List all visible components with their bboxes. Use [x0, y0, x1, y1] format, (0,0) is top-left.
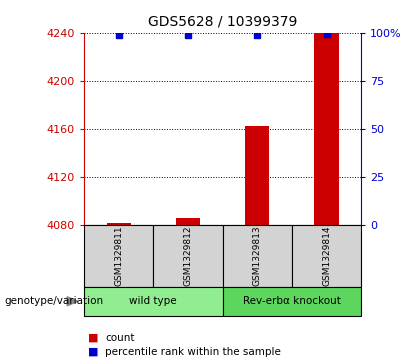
Bar — [176, 218, 200, 225]
Title: GDS5628 / 10399379: GDS5628 / 10399379 — [148, 15, 297, 29]
Text: Rev-erbα knockout: Rev-erbα knockout — [243, 296, 341, 306]
Text: genotype/variation: genotype/variation — [4, 296, 103, 306]
Text: GSM1329814: GSM1329814 — [322, 226, 331, 286]
Bar — [315, 33, 339, 225]
Bar — [107, 223, 131, 225]
Text: count: count — [105, 333, 134, 343]
Text: GSM1329813: GSM1329813 — [253, 225, 262, 286]
Text: ■: ■ — [88, 333, 99, 343]
Text: GSM1329812: GSM1329812 — [184, 226, 192, 286]
Text: GSM1329811: GSM1329811 — [114, 225, 123, 286]
Text: ■: ■ — [88, 347, 99, 357]
Text: percentile rank within the sample: percentile rank within the sample — [105, 347, 281, 357]
Bar — [245, 126, 269, 225]
Text: wild type: wild type — [129, 296, 177, 306]
